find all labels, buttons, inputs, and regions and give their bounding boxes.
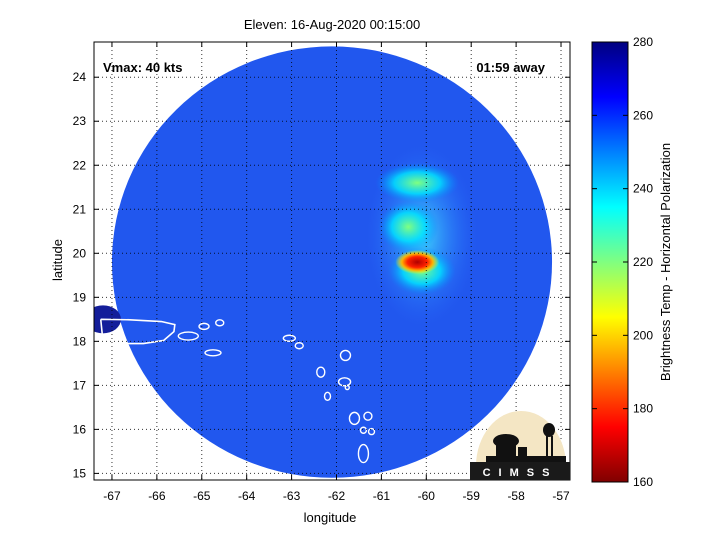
colorbar-tick-label: 280	[633, 35, 653, 49]
colorbar-tick-label: 240	[633, 182, 653, 196]
colorbar-tick-label: 200	[633, 328, 653, 342]
x-tick-label: -58	[507, 489, 525, 503]
island-outline	[198, 322, 210, 331]
colorbar-tick-label: 160	[633, 475, 653, 489]
colorbar: 160 180 200 220 240 260 280 Brightness Temp - …	[591, 35, 673, 489]
island-outline	[337, 377, 352, 387]
island-puerto-rico	[99, 318, 176, 345]
x-tick-label: -60	[418, 489, 436, 503]
x-tick-label: -57	[552, 489, 570, 503]
plot-area: -67 -66 -65 -64 -63 -62 -61 -60 -59 -58 -57 15 16 17 1…	[73, 41, 571, 503]
island-outline	[363, 411, 373, 421]
colorbar-label: Brightness Temp - Horizontal Polarizatio…	[658, 143, 673, 381]
island-outline	[359, 426, 368, 434]
colorbar-tick-label: 260	[633, 108, 653, 122]
island-outline	[357, 443, 370, 464]
y-tick-label: 22	[73, 158, 87, 172]
axis-ticks: -67 -66 -65 -64 -63 -62 -61 -60 -59 -58 -57 15 16 17 1…	[73, 42, 570, 503]
island-outline	[177, 331, 200, 341]
y-tick-label: 23	[73, 114, 87, 128]
y-tick-label: 18	[73, 334, 87, 348]
island-outline	[367, 427, 376, 436]
island-outline	[294, 342, 304, 350]
logo-band	[470, 462, 570, 480]
y-tick-label: 20	[73, 246, 87, 260]
logo-text: CIMSS	[483, 467, 558, 479]
island-outline	[348, 411, 361, 426]
feature-north-band	[375, 162, 460, 203]
feature-convective-core	[395, 250, 440, 275]
storm-features	[366, 145, 477, 326]
y-tick-label: 17	[73, 378, 87, 392]
cimss-logo: CIMSS	[470, 411, 570, 480]
y-tick-label: 19	[73, 290, 87, 304]
time-away-annotation: 01:59 away	[476, 60, 545, 75]
colorbar-tick-label: 180	[633, 402, 653, 416]
x-axis-label: longitude	[304, 510, 357, 525]
island-outline	[204, 349, 222, 357]
colorbar-tick-label: 220	[633, 255, 653, 269]
island-outline	[282, 334, 297, 342]
chart-title: Eleven: 16-Aug-2020 00:15:00	[244, 17, 420, 32]
x-tick-label: -65	[193, 489, 211, 503]
vmax-annotation: Vmax: 40 kts	[103, 60, 183, 75]
x-tick-label: -66	[148, 489, 166, 503]
y-tick-label: 15	[73, 466, 87, 480]
x-tick-label: -62	[328, 489, 346, 503]
island-outline	[344, 384, 350, 391]
x-tick-label: -67	[103, 489, 121, 503]
x-tick-label: -63	[283, 489, 301, 503]
swath-disc	[111, 46, 553, 478]
island-outline	[316, 366, 326, 378]
colorbar-gradient	[591, 41, 629, 483]
island-outline	[339, 349, 352, 362]
plot-frame	[93, 41, 571, 481]
island-outline	[215, 319, 225, 327]
x-tick-label: -59	[463, 489, 481, 503]
x-tick-label: -64	[238, 489, 256, 503]
island-outline	[323, 391, 332, 402]
feature-outer-band	[378, 200, 439, 253]
x-tick-label: -61	[373, 489, 391, 503]
colorbar-ticks: 160 180 200 220 240 260 280	[592, 35, 653, 489]
y-tick-label: 16	[73, 422, 87, 436]
island-outlines	[99, 318, 376, 464]
y-tick-label: 24	[73, 70, 87, 84]
observatory-icon	[486, 423, 566, 463]
y-tick-label: 21	[73, 202, 87, 216]
y-axis-label: latitude	[50, 239, 65, 281]
